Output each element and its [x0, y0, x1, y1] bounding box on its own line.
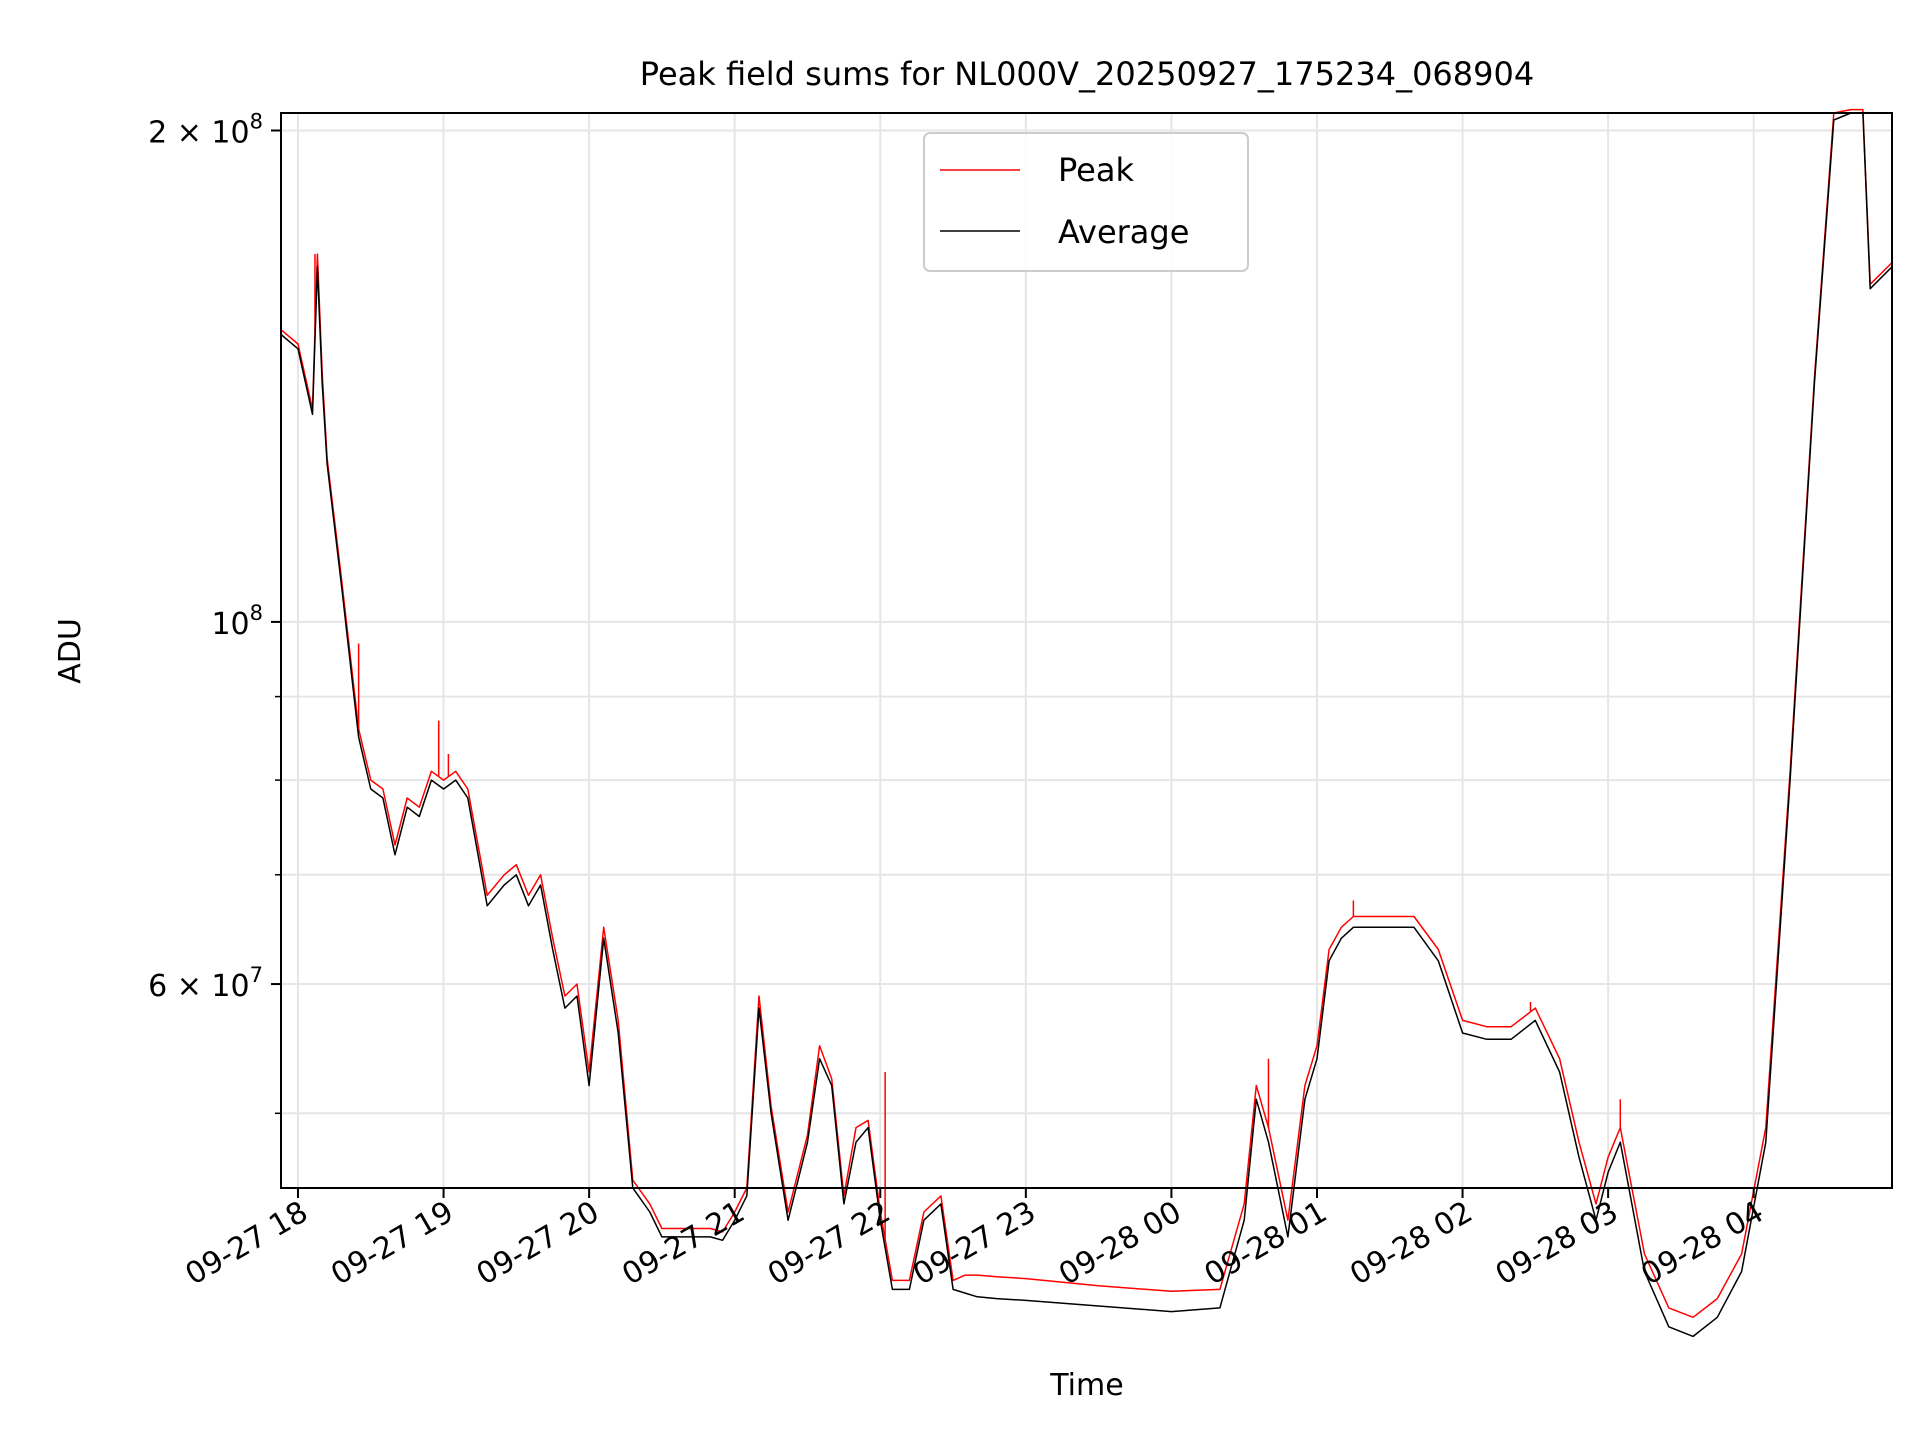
- grid: [281, 113, 1892, 1188]
- chart-title: Peak field sums for NL000V_20250927_1752…: [640, 55, 1534, 93]
- legend-label-average: Average: [1058, 213, 1189, 251]
- y-tick-label: 2 × 108: [148, 110, 263, 151]
- series-line-peak: [280, 108, 1893, 1319]
- legend: Peak Average: [923, 132, 1249, 272]
- y-axis: 2 × 108 108 6 × 107: [148, 110, 281, 1115]
- legend-box: [923, 132, 1249, 272]
- y-tick-label: 6 × 107: [148, 963, 263, 1004]
- plot-lines: [280, 108, 1893, 1338]
- x-axis-label: Time: [1049, 1368, 1123, 1403]
- y-axis-label: ADU: [53, 618, 88, 684]
- legend-label-peak: Peak: [1058, 151, 1134, 189]
- plot-frame: [280, 112, 1893, 1189]
- series-line-average: [280, 112, 1893, 1338]
- y-tick-label: 108: [211, 601, 263, 642]
